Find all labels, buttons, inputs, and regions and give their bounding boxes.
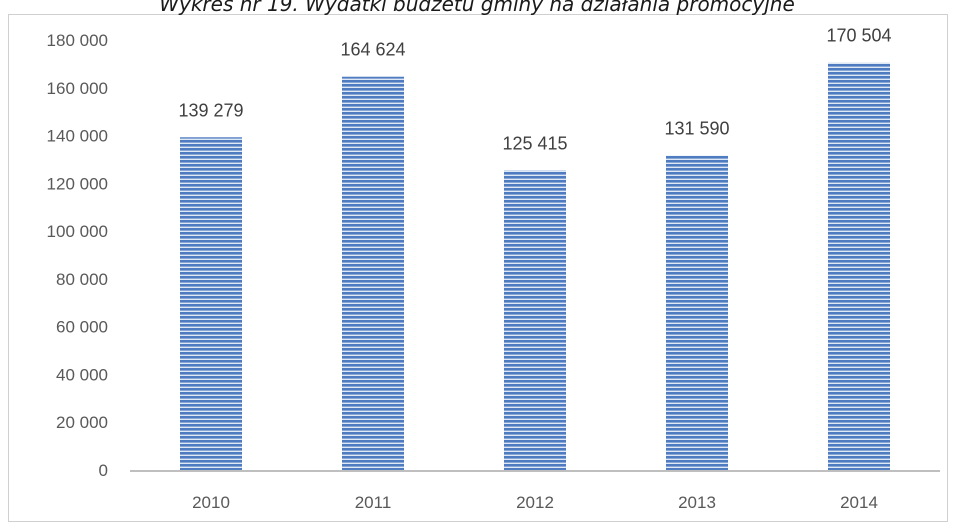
bars-group — [180, 62, 890, 471]
bar-2013 — [666, 155, 728, 470]
y-tick-label: 80 000 — [56, 270, 108, 289]
data-labels-group: 139 279 164 624 125 415 131 590 170 504 — [178, 26, 891, 154]
data-label: 125 415 — [502, 133, 567, 153]
data-label: 139 279 — [178, 100, 243, 120]
data-label: 164 624 — [340, 40, 405, 60]
x-axis-tick-labels: 2010 2011 2012 2013 2014 — [192, 493, 878, 512]
bar-2014 — [828, 62, 890, 471]
x-tick-label: 2013 — [678, 493, 716, 512]
y-tick-label: 60 000 — [56, 318, 108, 337]
y-tick-label: 140 000 — [47, 127, 108, 146]
y-tick-label: 160 000 — [47, 79, 108, 98]
bar-2010 — [180, 137, 242, 470]
x-tick-label: 2014 — [840, 493, 878, 512]
y-tick-label: 40 000 — [56, 365, 108, 384]
x-tick-label: 2010 — [192, 493, 230, 512]
y-tick-label: 20 000 — [56, 413, 108, 432]
y-tick-label: 180 000 — [47, 31, 108, 50]
chart-border — [8, 14, 948, 522]
data-label: 131 590 — [664, 119, 729, 139]
y-tick-label: 120 000 — [47, 174, 108, 193]
y-tick-label: 100 000 — [47, 222, 108, 241]
y-tick-label: 0 — [99, 461, 108, 480]
chart-title: Wykres nr 19. Wydatki budżetu gminy na d… — [159, 0, 795, 16]
bar-2012 — [504, 170, 566, 470]
x-tick-label: 2012 — [516, 493, 554, 512]
data-label: 170 504 — [826, 26, 891, 46]
x-tick-label: 2011 — [355, 493, 392, 512]
bar-2011 — [342, 76, 404, 470]
y-axis-tick-labels: 0 20 000 40 000 60 000 80 000 100 000 120 000 1… — [47, 31, 108, 480]
